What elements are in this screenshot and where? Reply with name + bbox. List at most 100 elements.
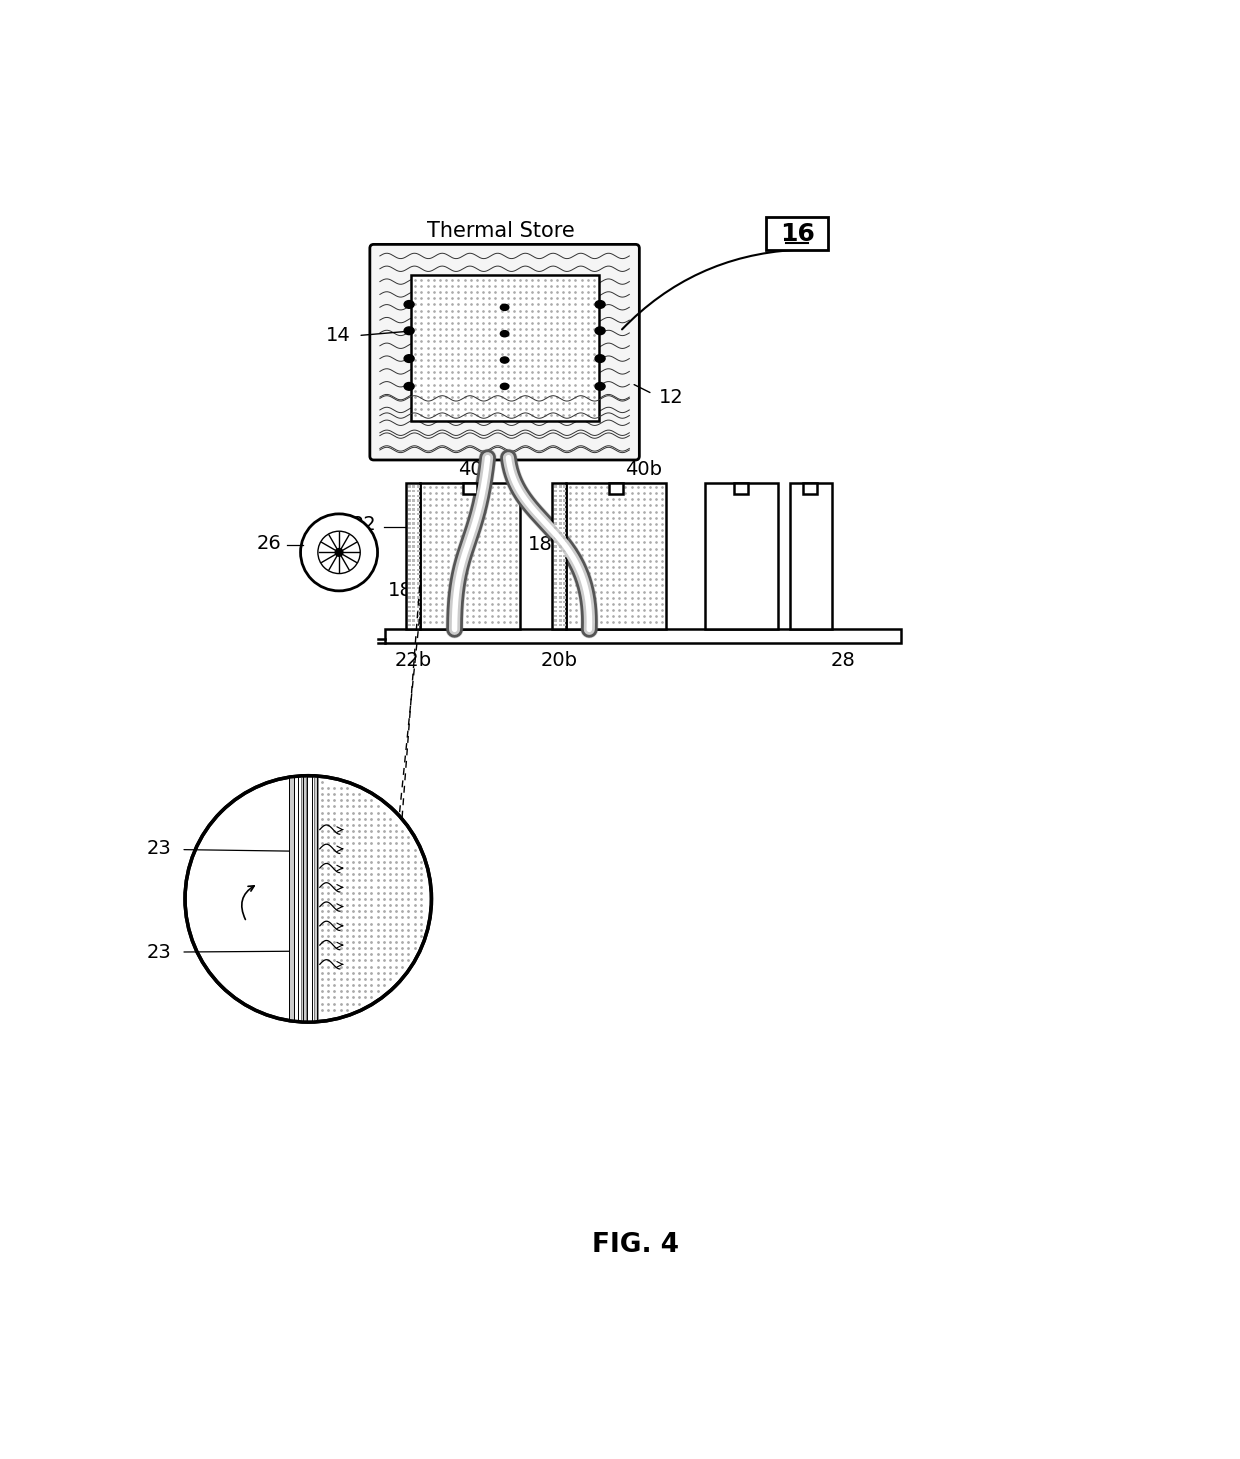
- Bar: [405, 483, 420, 629]
- Text: 26: 26: [257, 534, 281, 553]
- Bar: [417, 610, 420, 613]
- Bar: [412, 503, 415, 506]
- Bar: [563, 546, 567, 547]
- Bar: [554, 509, 557, 511]
- Bar: [408, 541, 410, 543]
- Bar: [417, 620, 420, 622]
- Bar: [412, 614, 415, 617]
- Ellipse shape: [404, 327, 414, 334]
- Bar: [417, 559, 420, 562]
- Bar: [563, 624, 567, 626]
- Bar: [804, 483, 817, 493]
- Bar: [558, 490, 562, 492]
- Bar: [417, 541, 420, 543]
- Bar: [417, 518, 420, 519]
- Bar: [558, 503, 562, 506]
- Ellipse shape: [501, 305, 508, 311]
- Bar: [306, 778, 314, 1020]
- Bar: [417, 490, 420, 492]
- Bar: [558, 522, 562, 525]
- Bar: [790, 483, 832, 629]
- Bar: [563, 601, 567, 603]
- Bar: [558, 559, 562, 562]
- Ellipse shape: [595, 327, 605, 334]
- Text: Thermal Store: Thermal Store: [427, 222, 574, 241]
- Bar: [554, 499, 557, 502]
- Bar: [563, 486, 567, 487]
- Bar: [412, 546, 415, 547]
- Ellipse shape: [501, 331, 508, 337]
- Bar: [417, 578, 420, 581]
- Bar: [554, 554, 557, 557]
- Bar: [412, 499, 415, 502]
- Bar: [417, 554, 420, 557]
- Bar: [558, 527, 562, 530]
- Bar: [554, 597, 557, 598]
- Text: 23: 23: [146, 944, 171, 963]
- Bar: [408, 546, 410, 547]
- Bar: [558, 531, 562, 534]
- Text: 23: 23: [146, 839, 171, 858]
- Bar: [563, 527, 567, 530]
- Bar: [563, 550, 567, 553]
- Bar: [301, 778, 306, 1020]
- Bar: [554, 518, 557, 519]
- Bar: [417, 514, 420, 515]
- Bar: [417, 601, 420, 603]
- Ellipse shape: [404, 382, 414, 390]
- Text: FIG. 4: FIG. 4: [591, 1233, 680, 1258]
- Bar: [417, 605, 420, 608]
- Bar: [766, 217, 828, 249]
- Bar: [563, 565, 567, 566]
- Bar: [417, 527, 420, 530]
- Bar: [417, 569, 420, 570]
- Bar: [417, 614, 420, 617]
- Bar: [408, 587, 410, 589]
- Bar: [563, 495, 567, 498]
- Bar: [563, 499, 567, 502]
- Bar: [408, 565, 410, 566]
- Bar: [408, 554, 410, 557]
- Bar: [563, 620, 567, 622]
- Bar: [412, 569, 415, 570]
- Text: 22b: 22b: [394, 651, 432, 670]
- Text: 18: 18: [387, 581, 412, 601]
- Bar: [408, 503, 410, 506]
- Bar: [417, 597, 420, 598]
- Bar: [554, 601, 557, 603]
- Bar: [408, 550, 410, 553]
- Bar: [563, 614, 567, 617]
- Bar: [554, 541, 557, 543]
- Bar: [704, 483, 777, 629]
- Bar: [408, 495, 410, 498]
- Bar: [408, 509, 410, 511]
- Bar: [567, 483, 666, 629]
- Bar: [558, 569, 562, 570]
- Bar: [563, 592, 567, 594]
- Bar: [563, 573, 567, 575]
- Text: 18b: 18b: [528, 535, 565, 554]
- Bar: [412, 620, 415, 622]
- Bar: [420, 483, 520, 629]
- Bar: [554, 620, 557, 622]
- Text: 12: 12: [658, 388, 683, 407]
- FancyBboxPatch shape: [370, 244, 640, 460]
- Bar: [412, 541, 415, 543]
- Bar: [386, 629, 901, 643]
- Bar: [408, 610, 410, 613]
- Bar: [408, 527, 410, 530]
- Text: 20: 20: [352, 550, 377, 569]
- Bar: [558, 486, 562, 487]
- Circle shape: [300, 514, 377, 591]
- Bar: [412, 587, 415, 589]
- Bar: [558, 601, 562, 603]
- Bar: [734, 483, 748, 493]
- Bar: [417, 486, 420, 487]
- Bar: [563, 509, 567, 511]
- Bar: [554, 578, 557, 581]
- Bar: [554, 569, 557, 570]
- Bar: [417, 573, 420, 575]
- Bar: [417, 495, 420, 498]
- Bar: [412, 559, 415, 562]
- Text: 40b: 40b: [625, 460, 662, 479]
